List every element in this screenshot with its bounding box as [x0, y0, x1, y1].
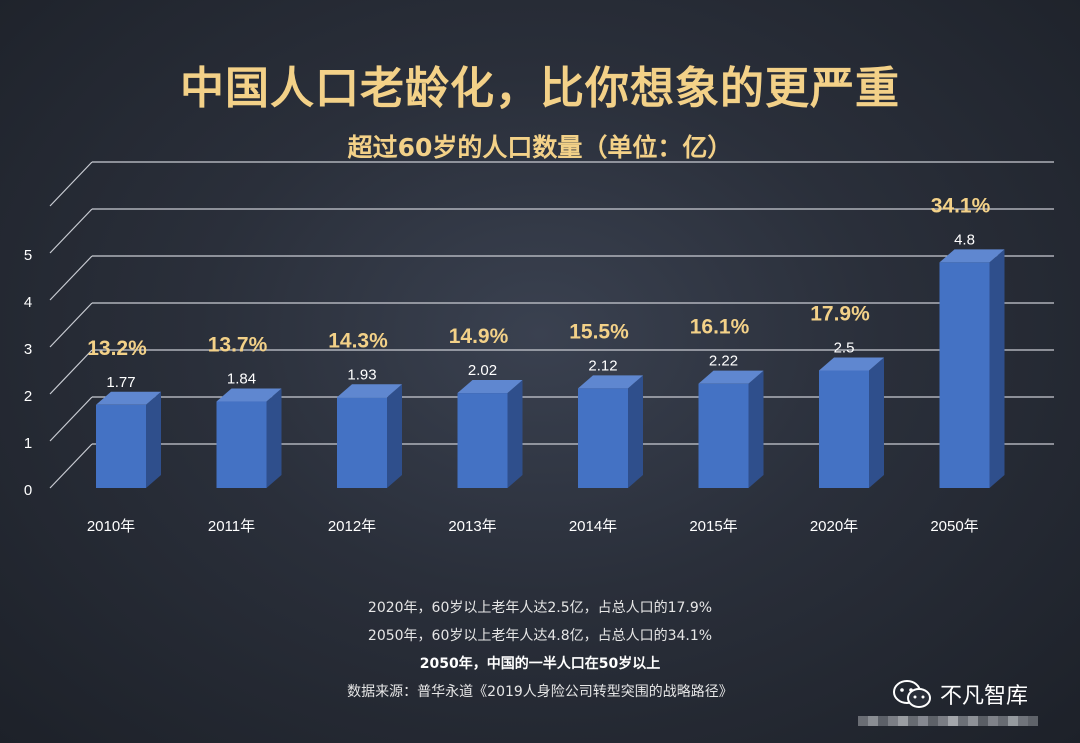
bar	[216, 401, 267, 488]
value-label: 2.02	[468, 362, 497, 379]
bar-side	[507, 380, 523, 488]
bar-top	[337, 384, 402, 398]
value-label: 1.84	[227, 371, 256, 388]
value-label: 4.8	[954, 231, 975, 248]
page-title: 中国人口老龄化，比你想象的更严重	[180, 63, 900, 114]
bar-chart: 0 1 2 3 4 5 1.77 13.2% 2010年 1.84 13.7% 2011年 1.93 14…	[24, 161, 1054, 535]
grid-depth-line	[49, 443, 93, 489]
x-tick-label: 2013年	[448, 518, 496, 535]
x-tick-label: 2010年	[87, 518, 135, 535]
x-tick-label: 2050年	[930, 518, 978, 535]
bar-top	[698, 370, 764, 384]
y-tick-label: 2	[24, 388, 32, 405]
bar-top	[939, 249, 1005, 263]
bar	[698, 383, 749, 488]
percent-label: 13.7%	[208, 334, 268, 357]
x-tick-label: 2020年	[810, 518, 858, 535]
percent-label: 34.1%	[931, 194, 991, 217]
note-half-population: 2050年，中国的一半人口在50岁以上	[419, 656, 661, 672]
bar-side	[266, 388, 282, 488]
note-2020: 2020年，60岁以上老年人达2.5亿，占总人口的17.9%	[367, 600, 713, 616]
bar	[939, 262, 990, 488]
bar-side	[387, 384, 402, 488]
bar-side	[869, 357, 884, 488]
bar	[457, 393, 508, 488]
percent-label: 14.3%	[328, 329, 388, 352]
percent-label: 15.5%	[569, 320, 629, 343]
y-tick-label: 1	[24, 435, 32, 452]
bar-top	[578, 375, 643, 389]
blurred-mosaic	[858, 716, 1038, 726]
bar	[337, 397, 387, 488]
grid-depth-line	[49, 349, 93, 395]
x-tick-label: 2015年	[689, 518, 737, 535]
value-label: 2.5	[834, 340, 855, 357]
value-label: 1.77	[106, 374, 135, 391]
value-label: 2.22	[709, 353, 738, 370]
grid-depth-line	[49, 302, 93, 348]
x-tick-label: 2012年	[328, 518, 376, 535]
bar	[819, 370, 869, 488]
bar-top	[819, 357, 884, 371]
grid-depth-line	[49, 161, 93, 207]
brand-watermark: 不凡智库	[892, 678, 1028, 710]
note-2050: 2050年，60岁以上老年人达4.8亿，占总人口的34.1%	[367, 628, 713, 644]
bar-top	[216, 388, 282, 402]
bar-side	[748, 370, 764, 488]
grid-depth-line	[49, 255, 93, 301]
x-tick-label: 2014年	[569, 518, 617, 535]
wechat-icon	[893, 680, 931, 708]
bar-top	[457, 380, 523, 394]
bar-side	[628, 375, 643, 488]
chart-subtitle: 超过60岁的人口数量（单位：亿）	[347, 133, 733, 162]
brand-name: 不凡智库	[940, 684, 1029, 709]
bar-side	[989, 249, 1005, 488]
bar	[578, 388, 628, 488]
grid-depth-line	[49, 208, 93, 254]
y-tick-label: 5	[24, 247, 32, 264]
y-tick-label: 0	[24, 482, 32, 499]
y-tick-label: 3	[24, 341, 32, 358]
bar-top	[96, 391, 161, 405]
value-label: 2.12	[588, 357, 617, 374]
grid-depth-line	[49, 396, 93, 442]
y-tick-label: 4	[24, 294, 32, 311]
bar	[96, 404, 146, 488]
x-tick-label: 2011年	[208, 518, 255, 535]
value-label: 1.93	[347, 366, 376, 383]
bar-side	[146, 391, 161, 488]
percent-label: 14.9%	[449, 325, 509, 348]
percent-label: 13.2%	[87, 337, 147, 360]
data-source: 数据来源：普华永道《2019人身险公司转型突围的战略路径》	[347, 684, 733, 700]
percent-label: 16.1%	[690, 316, 750, 339]
percent-label: 17.9%	[810, 303, 870, 326]
